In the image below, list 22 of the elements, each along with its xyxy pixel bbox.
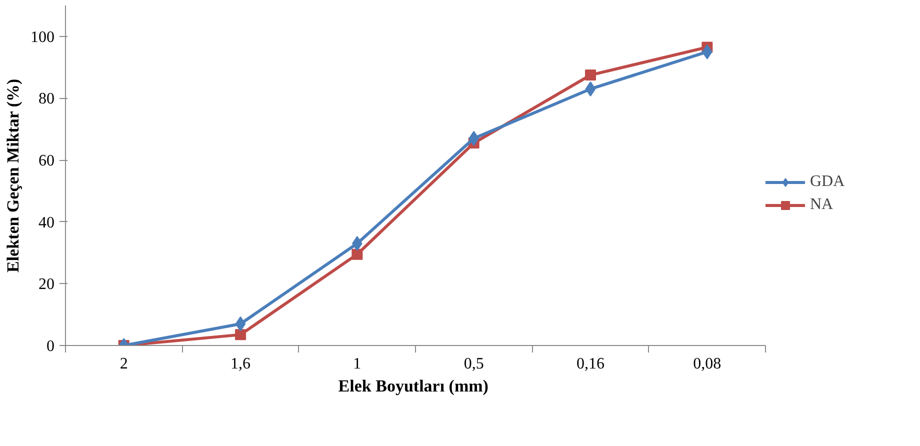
x-tick-label: 0,5 <box>464 356 484 372</box>
x-tick-label: 0,16 <box>576 356 604 372</box>
point <box>235 329 246 340</box>
legend-label: NA <box>810 196 834 214</box>
x-tick-label: 0,08 <box>693 356 722 372</box>
point <box>585 81 596 96</box>
y-tick-label: 20 <box>38 276 54 294</box>
y-tick-label: 80 <box>38 90 54 108</box>
point <box>235 316 246 332</box>
x-tick-label: 2 <box>120 356 128 372</box>
point <box>352 248 363 260</box>
y-tick-label: 40 <box>38 214 54 232</box>
x-axis-title: Elek Boyutları (mm) <box>338 376 488 396</box>
x-tick-label: 1 <box>353 356 362 372</box>
y-axis-title: Elekten Geçen Miktar (%) <box>4 78 22 273</box>
point <box>585 70 596 81</box>
y-tick-label: 0 <box>46 338 54 355</box>
y-tick-label: 60 <box>38 152 54 170</box>
point <box>352 236 362 251</box>
x-tick-label: 1,6 <box>230 356 250 372</box>
y-tick-label: 100 <box>30 28 54 46</box>
legend-label: GDA <box>810 173 845 191</box>
